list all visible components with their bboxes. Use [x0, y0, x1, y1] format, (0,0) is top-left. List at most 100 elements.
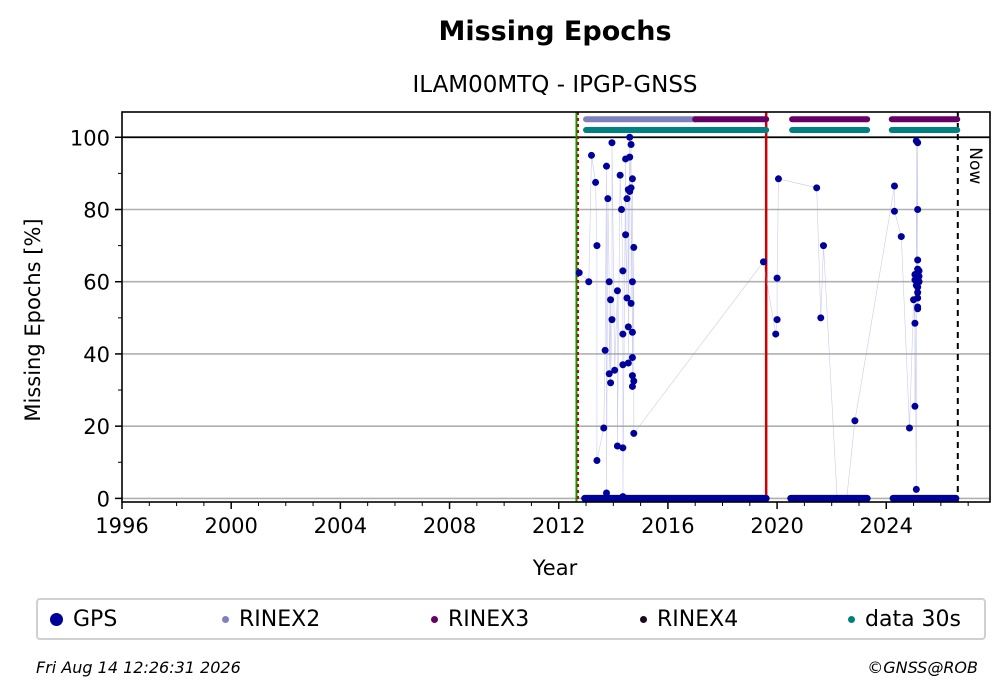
y-tick-label: 20: [83, 415, 110, 439]
gps-point: [607, 379, 615, 387]
gps-point: [602, 162, 610, 170]
gps-point: [914, 139, 922, 147]
y-tick-label: 40: [83, 343, 110, 367]
gps-point: [626, 133, 634, 141]
chart-subtitle: ILAM00MTQ - IPGP-GNSS: [412, 72, 698, 98]
gps-point: [608, 316, 616, 324]
gps-point: [607, 296, 615, 304]
legend-label-data-30s: data 30s: [865, 607, 962, 632]
x-tick-label: 2012: [532, 514, 585, 538]
gps-point: [613, 442, 621, 450]
x-axis-label: Year: [532, 556, 578, 580]
legend-item-gps: GPS: [50, 607, 117, 632]
gps-point: [628, 354, 636, 362]
gps-point: [911, 319, 919, 327]
gps-point: [624, 323, 632, 331]
legend-label-gps: GPS: [73, 607, 118, 632]
missing-epochs-plot: Now 0 20 40 60 80 100 1996 2000 2004 2008 2012 2016…: [21, 111, 991, 580]
gps-point: [833, 494, 841, 502]
gps-point: [611, 366, 619, 374]
gps-point: [905, 424, 913, 432]
x-tick-label: 2020: [750, 514, 803, 538]
gps-point: [630, 243, 638, 251]
gps-point: [575, 269, 583, 277]
gps-point: [630, 377, 638, 385]
legend-label-rinex3: RINEX3: [448, 607, 530, 632]
gps-point: [819, 242, 827, 250]
legend: GPS RINEX2 RINEX3 RINEX4 data 30s: [36, 598, 986, 640]
gps-point: [619, 267, 627, 275]
legend-item-rinex2: RINEX2: [222, 607, 320, 632]
gps-point: [915, 278, 923, 286]
gps-point: [587, 151, 595, 159]
gps-point: [585, 278, 593, 286]
gps-point: [774, 175, 782, 183]
gps-point: [627, 141, 635, 148]
legend-marker-rinex4: [640, 616, 647, 623]
x-tick-label: 2004: [314, 514, 367, 538]
y-tick-label: 0: [97, 487, 110, 511]
gps-point: [772, 330, 780, 338]
x-tick-label: 2024: [860, 514, 913, 538]
gps-point: [619, 493, 627, 501]
gps-point: [627, 299, 635, 307]
gps-point: [624, 359, 632, 367]
gps-point: [619, 444, 627, 452]
now-label: Now: [965, 147, 985, 184]
gps-point: [890, 182, 898, 190]
gps-point: [914, 256, 922, 264]
gps-point: [628, 278, 636, 286]
x-tick-label: 2008: [423, 514, 476, 538]
legend-label-rinex2: RINEX2: [239, 607, 321, 632]
gps-point: [623, 294, 631, 302]
gps-point: [623, 195, 631, 203]
gps-point: [604, 195, 612, 203]
x-tick-label: 2016: [641, 514, 694, 538]
gps-point: [773, 316, 781, 324]
legend-item-rinex4: RINEX4: [640, 607, 738, 632]
x-tick-label: 2000: [204, 514, 257, 538]
x-tick-label: 1996: [95, 514, 148, 538]
y-axis-label: Missing Epochs [%]: [21, 218, 45, 421]
gps-point: [619, 330, 627, 338]
legend-label-rinex4: RINEX4: [657, 607, 739, 632]
footer-credit: ©GNSS@ROB: [867, 658, 978, 677]
gps-point: [813, 184, 821, 192]
y-tick-label: 100: [70, 126, 110, 150]
gps-point: [602, 489, 610, 497]
gps-point: [628, 328, 636, 336]
gps-point: [914, 305, 922, 313]
gps-point: [914, 289, 922, 297]
legend-marker-gps: [50, 613, 63, 626]
gps-point: [608, 139, 616, 147]
gps-point: [626, 153, 634, 161]
footer-date: Fri Aug 14 12:26:31 2026: [36, 658, 241, 677]
gps-point: [897, 233, 905, 241]
gps-point: [593, 242, 601, 250]
legend-marker-rinex2: [222, 616, 229, 623]
gps-point: [915, 267, 923, 275]
legend-item-rinex3: RINEX3: [431, 607, 529, 632]
gps-point: [605, 370, 613, 378]
gps-point: [605, 278, 613, 286]
gps-point: [592, 178, 600, 186]
plot-frame: [121, 111, 991, 503]
gps-point: [630, 429, 638, 437]
gps-point: [622, 231, 630, 239]
gps-point: [912, 485, 920, 493]
gps-point: [817, 314, 825, 322]
gps-point: [773, 274, 781, 282]
gps-point: [911, 402, 919, 410]
gps-point: [915, 272, 923, 280]
legend-marker-rinex3: [431, 616, 438, 623]
gps-point: [601, 346, 609, 354]
chart-title: Missing Epochs: [438, 16, 672, 47]
gps-point: [843, 494, 851, 502]
gps-point: [628, 372, 636, 380]
gps-point: [628, 175, 636, 183]
gps-point: [616, 171, 624, 179]
legend-marker-data-30s: [848, 616, 855, 623]
gps-point: [890, 207, 898, 215]
gps-point: [627, 184, 635, 192]
gps-point: [619, 361, 627, 369]
